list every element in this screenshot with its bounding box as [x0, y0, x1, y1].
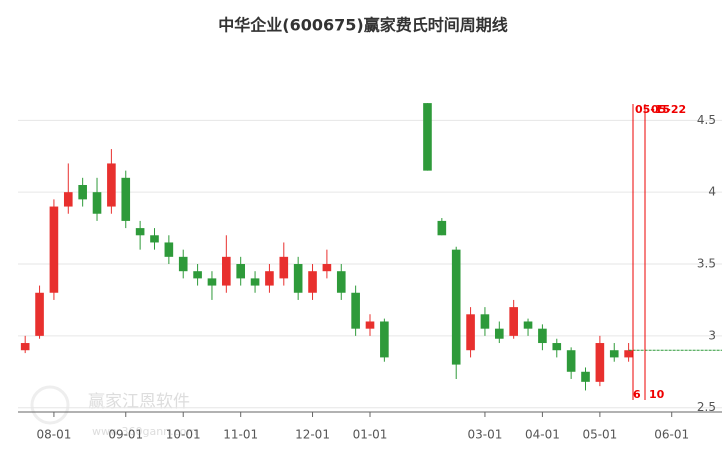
- cycle-count: 6: [633, 388, 641, 401]
- candle-body: [566, 350, 576, 372]
- candle-body: [63, 192, 73, 207]
- y-tick-label: 4.5: [697, 113, 716, 127]
- y-tick-label: 4: [708, 185, 716, 199]
- candle-body: [164, 242, 174, 257]
- candle-body: [20, 343, 30, 351]
- candle-body: [523, 321, 533, 329]
- candle-body: [135, 228, 145, 236]
- candle-body: [423, 103, 432, 171]
- candle-body: [365, 321, 375, 329]
- x-tick-label: 11-01: [223, 428, 258, 442]
- candle-body: [265, 271, 274, 286]
- x-tick-label: 01-01: [353, 428, 388, 442]
- chart-title: 中华企业(600675)赢家费氏时间周期线: [218, 16, 507, 35]
- watermark-url: www.360gann.com: [92, 425, 197, 438]
- candle-body: [308, 271, 317, 293]
- candle-body: [78, 184, 87, 200]
- candle-body: [437, 220, 447, 236]
- y-tick-label: 2.5: [697, 400, 716, 414]
- candle-body: [107, 163, 116, 207]
- candle-body: [451, 249, 461, 365]
- candle-body: [49, 206, 59, 293]
- candle-body: [322, 264, 332, 272]
- candle-body: [351, 292, 360, 329]
- candle-body: [150, 235, 159, 243]
- candle-body: [207, 278, 217, 286]
- x-tick-label: 05-01: [582, 428, 617, 442]
- candle-body: [380, 321, 389, 358]
- candle-body: [222, 256, 231, 286]
- cycle-count: 10: [649, 388, 665, 401]
- candle-body: [581, 371, 590, 382]
- x-tick-label: 03-01: [468, 428, 503, 442]
- candle-body: [595, 343, 605, 382]
- candle-body: [494, 328, 504, 339]
- candle-body: [509, 307, 518, 336]
- candle-body: [624, 350, 633, 358]
- x-tick-label: 10-01: [166, 428, 201, 442]
- candle-body: [250, 278, 260, 286]
- watermark-logo: [30, 385, 70, 425]
- candle-body: [92, 192, 102, 214]
- candle-body: [279, 256, 289, 279]
- watermark: 赢家江恩软件: [88, 392, 190, 412]
- y-tick-label: 3.5: [697, 257, 716, 271]
- candle-body: [178, 256, 188, 272]
- candle-body: [480, 314, 490, 329]
- x-tick-label: 09-01: [108, 428, 143, 442]
- candle-body: [193, 271, 202, 279]
- candle-body: [121, 177, 131, 221]
- x-tick-label: 06-01: [654, 428, 689, 442]
- candle-body: [552, 343, 562, 351]
- candle-body: [236, 264, 246, 279]
- y-tick-label: 3: [708, 328, 716, 342]
- x-tick-label: 12-01: [295, 428, 330, 442]
- candle-body: [293, 264, 303, 293]
- cycle-date: 05-22: [651, 103, 686, 116]
- candle-body: [538, 328, 547, 344]
- x-tick-label: 04-01: [525, 428, 560, 442]
- candle-body: [35, 292, 44, 336]
- candle-body: [336, 271, 346, 293]
- cycle-date: 05-15: [635, 103, 670, 116]
- x-tick-label: 08-01: [36, 428, 71, 442]
- candle-body: [466, 314, 475, 351]
- candle-body: [609, 350, 619, 358]
